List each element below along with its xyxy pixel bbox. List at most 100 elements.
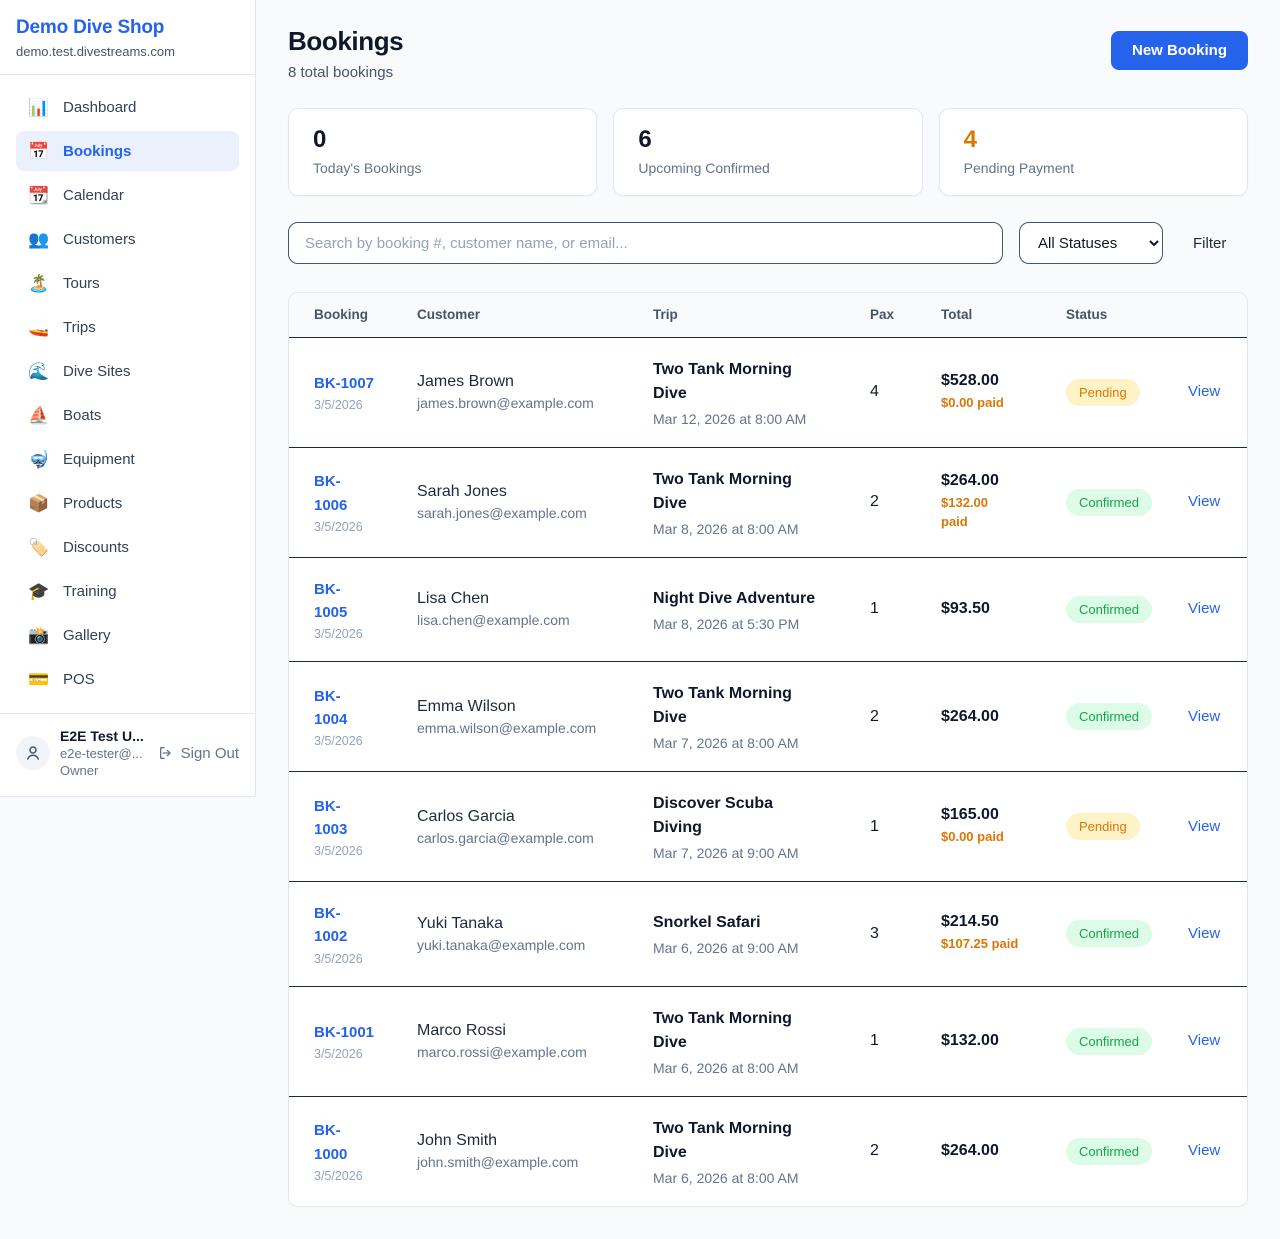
user-role: Owner — [60, 763, 99, 778]
booking-table-row: BK- 1004 3/5/2026 Emma Wilson emma.wilso… — [289, 661, 1247, 772]
brand-domain: demo.test.divestreams.com — [16, 44, 175, 59]
trip-name: Night Dive Adventure — [653, 589, 816, 607]
sidebar-item-dive-sites[interactable]: 🌊 Dive Sites — [16, 351, 239, 391]
sidebar-item-equipment[interactable]: 🤿 Equipment — [16, 439, 239, 479]
sidebar-item-boats[interactable]: ⛵ Boats — [16, 395, 239, 435]
booking-table-row: BK- 1003 3/5/2026 Carlos Garcia carlos.g… — [289, 771, 1247, 882]
booking-created-date: 3/5/2026 — [314, 1047, 363, 1062]
table-header: Booking Customer Trip Pax Total Status — [289, 293, 1247, 337]
total-amount: $528.00 — [941, 371, 999, 389]
avatar — [16, 736, 50, 770]
booking-id-link[interactable]: BK-1001 — [314, 1023, 375, 1041]
view-booking-link[interactable]: View — [1188, 600, 1221, 618]
booking-id-link[interactable]: BK- 1002 — [314, 905, 348, 946]
trip-name: Two Tank Morning Dive — [653, 1009, 792, 1051]
sidebar-item-discounts[interactable]: 🏷️ Discounts — [16, 527, 239, 567]
sidebar-item-label: Bookings — [63, 142, 132, 160]
trip-datetime: Mar 7, 2026 at 8:00 AM — [653, 735, 799, 751]
booking-id-link[interactable]: BK- 1000 — [314, 1122, 348, 1163]
status-badge: Confirmed — [1066, 703, 1152, 730]
column-header-status: Status — [1050, 293, 1172, 337]
stat-card: 0 Today's Bookings — [288, 108, 598, 196]
calendar-icon: 📆 — [28, 185, 50, 205]
customer-name: Carlos Garcia — [417, 807, 515, 825]
sidebar-item-bookings[interactable]: 📅 Bookings — [16, 131, 239, 171]
paid-amount: $0.00 paid — [941, 394, 1004, 410]
tag-icon: 🏷️ — [28, 537, 50, 557]
sidebar-item-label: Boats — [63, 406, 102, 424]
booking-created-date: 3/5/2026 — [314, 1168, 363, 1183]
view-booking-link[interactable]: View — [1188, 924, 1221, 942]
view-booking-link[interactable]: View — [1188, 817, 1221, 835]
booking-table-row: BK-1007 3/5/2026 James Brown james.brown… — [289, 336, 1247, 447]
pax-count: 1 — [854, 556, 925, 662]
booking-table-row: BK- 1005 3/5/2026 Lisa Chen lisa.chen@ex… — [289, 556, 1247, 662]
total-amount: $264.00 — [941, 1142, 999, 1159]
search-input[interactable] — [288, 222, 1003, 264]
sailboat-icon: ⛵ — [28, 405, 50, 425]
booking-id-link[interactable]: BK- 1006 — [314, 473, 348, 514]
tours-island-icon: 🏝️ — [28, 273, 50, 293]
sidebar-item-label: Products — [63, 494, 123, 512]
dashboard-icon: 📊 — [28, 97, 50, 117]
sidebar-item-tours[interactable]: 🏝️ Tours — [16, 263, 239, 303]
status-filter-select[interactable]: All Statuses — [1019, 222, 1163, 264]
view-booking-link[interactable]: View — [1188, 1032, 1221, 1049]
stat-card: 6 Upcoming Confirmed — [613, 108, 923, 196]
view-booking-link[interactable]: View — [1188, 383, 1221, 400]
customer-name: Yuki Tanaka — [417, 914, 503, 932]
page-title: Bookings — [288, 26, 404, 56]
filter-button[interactable]: Filter — [1179, 227, 1240, 260]
stats-cards: 0 Today's Bookings 6 Upcoming Confirmed … — [288, 108, 1248, 196]
sidebar: Demo Dive Shop demo.test.divestreams.com… — [0, 0, 256, 797]
sidebar-item-trips[interactable]: 🚤 Trips — [16, 307, 239, 347]
booking-id-link[interactable]: BK- 1004 — [314, 687, 348, 728]
pax-count: 2 — [854, 1095, 925, 1206]
customers-icon: 👥 — [28, 229, 50, 249]
pax-count: 1 — [854, 985, 925, 1096]
sidebar-item-dashboard[interactable]: 📊 Dashboard — [16, 87, 239, 127]
pax-count: 2 — [854, 446, 925, 557]
booking-table-row: BK- 1006 3/5/2026 Sarah Jones sarah.jone… — [289, 446, 1247, 557]
sidebar-item-pos[interactable]: 💳 POS — [16, 659, 239, 699]
sign-out-label: Sign Out — [180, 744, 239, 762]
sidebar-item-customers[interactable]: 👥 Customers — [16, 219, 239, 259]
stat-label: Pending Payment — [963, 160, 1075, 176]
trip-name: Discover Scuba Diving — [653, 795, 774, 836]
pax-count: 1 — [854, 771, 925, 882]
trip-datetime: Mar 8, 2026 at 5:30 PM — [653, 615, 800, 632]
user-name: E2E Test U... — [60, 728, 144, 744]
booking-id-link[interactable]: BK-1007 — [314, 374, 375, 392]
trip-name: Two Tank Morning Dive — [653, 685, 792, 726]
sidebar-item-gallery[interactable]: 📸 Gallery — [16, 615, 239, 655]
total-amount: $165.00 — [941, 806, 999, 824]
wave-icon: 🌊 — [28, 361, 50, 381]
booking-id-link[interactable]: BK- 1005 — [314, 580, 348, 621]
view-booking-link[interactable]: View — [1188, 1142, 1221, 1159]
booking-created-date: 3/5/2026 — [314, 951, 363, 966]
customer-email: carlos.garcia@example.com — [417, 829, 594, 846]
sidebar-item-label: POS — [63, 670, 95, 688]
trips-boat-icon: 🚤 — [28, 317, 50, 337]
customer-name: Marco Rossi — [417, 1022, 506, 1039]
view-booking-link[interactable]: View — [1188, 493, 1221, 510]
status-badge: Confirmed — [1066, 488, 1152, 516]
sidebar-item-products[interactable]: 📦 Products — [16, 483, 239, 523]
user-info: E2E Test U... e2e-tester@... Owner — [60, 728, 148, 778]
pax-count: 4 — [854, 336, 925, 447]
sign-out-button[interactable]: Sign Out — [158, 745, 239, 762]
sidebar-item-calendar[interactable]: 📆 Calendar — [16, 175, 239, 215]
sidebar-footer: E2E Test U... e2e-tester@... Owner Sign … — [0, 713, 255, 796]
total-amount: $132.00 — [941, 1032, 999, 1049]
sidebar-item-training[interactable]: 🎓 Training — [16, 571, 239, 611]
new-booking-button[interactable]: New Booking — [1110, 31, 1248, 70]
booking-id-link[interactable]: BK- 1003 — [314, 797, 348, 838]
graduation-cap-icon: 🎓 — [28, 581, 50, 601]
status-badge: Pending — [1066, 378, 1140, 406]
status-badge: Pending — [1066, 813, 1140, 840]
total-bookings-count: 8 total bookings — [288, 64, 394, 81]
column-header-pax: Pax — [854, 293, 925, 337]
view-booking-link[interactable]: View — [1188, 707, 1221, 725]
dive-mask-icon: 🤿 — [28, 449, 50, 469]
paid-amount: $0.00 paid — [941, 829, 1004, 845]
